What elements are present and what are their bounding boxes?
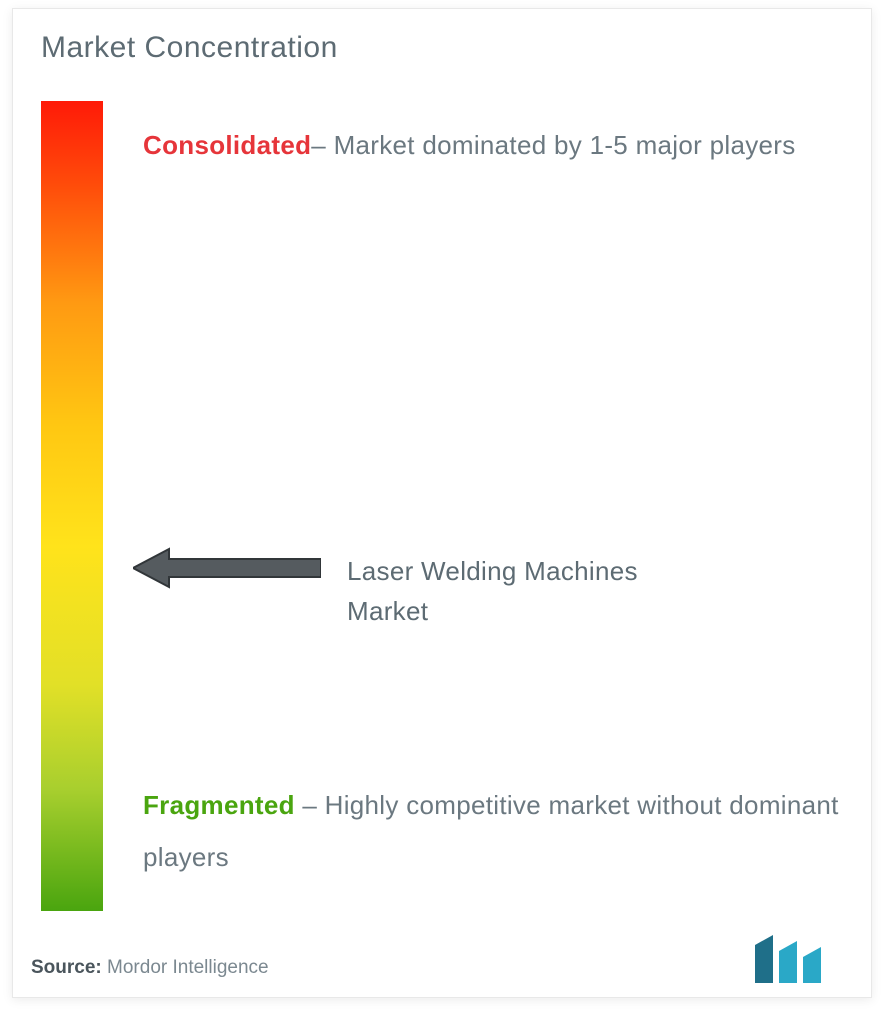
- source-attribution: Source: Mordor Intelligence: [31, 957, 269, 979]
- market-position-marker: Laser Welding Machines Market: [133, 547, 647, 632]
- card-container: Market Concentration Consolidated– Marke…: [12, 8, 872, 998]
- mordor-logo-icon: [749, 935, 837, 983]
- source-label: Source:: [31, 957, 102, 978]
- source-value: Mordor Intelligence: [102, 957, 269, 978]
- concentration-gradient-bar: [41, 101, 103, 911]
- consolidated-label: Consolidated– Market dominated by 1-5 ma…: [143, 119, 823, 171]
- arrow-left-icon: [133, 547, 321, 589]
- logo-bars: [755, 935, 821, 983]
- arrow-polygon: [133, 549, 321, 587]
- market-name-label: Laser Welding Machines Market: [347, 551, 647, 632]
- consolidated-rest: – Market dominated by 1-5 major players: [311, 130, 795, 160]
- fragmented-highlight: Fragmented: [143, 790, 295, 820]
- consolidated-highlight: Consolidated: [143, 130, 311, 160]
- logo-bar-1: [755, 935, 773, 983]
- fragmented-label: Fragmented – Highly competitive market w…: [143, 779, 843, 883]
- logo-bar-2: [779, 941, 797, 983]
- chart-title: Market Concentration: [41, 31, 338, 65]
- logo-bar-3: [803, 947, 821, 983]
